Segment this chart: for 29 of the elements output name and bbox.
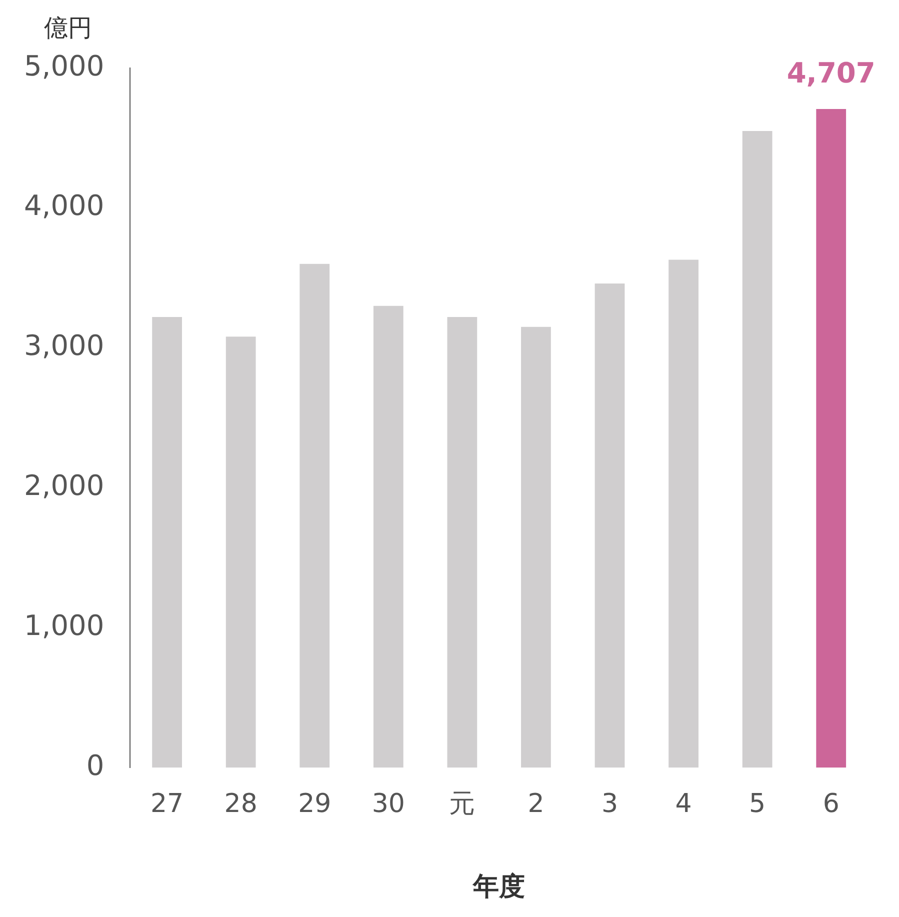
bar: [152, 317, 182, 768]
y-tick-label: 4,000: [24, 189, 104, 222]
y-tick-label: 3,000: [24, 329, 104, 362]
y-tick-label: 0: [86, 748, 104, 782]
x-tick-label: 27: [150, 788, 184, 819]
bar: [521, 326, 551, 768]
bar: [742, 130, 772, 768]
y-axis-title: 億円: [44, 14, 92, 42]
bar: [447, 317, 478, 768]
x-tick-label: 30: [372, 788, 405, 819]
bar: [226, 336, 256, 768]
data-label: 4,707: [786, 56, 876, 90]
bar: [300, 264, 330, 768]
x-tick-label: 3: [601, 788, 618, 819]
y-tick-label: 2,000: [24, 469, 104, 502]
bar: [816, 108, 846, 768]
y-tick-label: 5,000: [24, 49, 104, 82]
x-tick-label: 5: [749, 788, 766, 819]
x-tick-label: 4: [675, 788, 692, 819]
bar: [668, 260, 698, 768]
y-tick-label: 1,000: [24, 608, 104, 642]
x-tick-label: 29: [298, 788, 332, 819]
x-tick-label: 28: [224, 788, 258, 819]
x-axis-title: 年度: [472, 872, 526, 902]
x-tick-label: 6: [822, 788, 840, 819]
bar: [373, 306, 404, 768]
bar: [594, 283, 625, 768]
x-tick-label: 元: [449, 788, 476, 819]
x-tick-label: 2: [528, 788, 544, 819]
